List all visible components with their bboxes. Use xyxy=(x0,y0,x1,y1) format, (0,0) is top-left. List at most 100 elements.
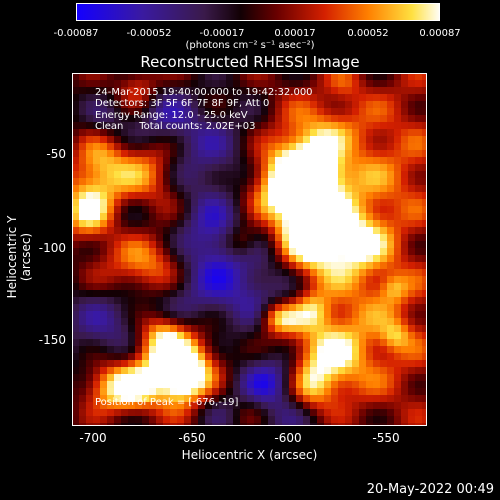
image-pixel xyxy=(345,381,352,388)
image-pixel xyxy=(107,388,114,395)
image-pixel xyxy=(205,248,212,255)
image-pixel xyxy=(394,157,401,164)
image-pixel xyxy=(415,94,422,101)
image-pixel xyxy=(205,304,212,311)
image-pixel xyxy=(163,115,170,122)
image-pixel xyxy=(156,94,163,101)
image-pixel xyxy=(345,374,352,381)
image-pixel xyxy=(142,255,149,262)
image-pixel xyxy=(107,122,114,129)
image-pixel xyxy=(324,108,331,115)
image-pixel xyxy=(415,220,422,227)
image-pixel xyxy=(226,178,233,185)
image-pixel xyxy=(72,325,79,332)
image-pixel xyxy=(156,178,163,185)
image-pixel xyxy=(359,402,366,409)
image-pixel xyxy=(324,339,331,346)
image-pixel xyxy=(156,241,163,248)
image-pixel xyxy=(79,157,86,164)
image-pixel xyxy=(324,241,331,248)
image-pixel xyxy=(408,339,415,346)
image-pixel xyxy=(135,276,142,283)
image-pixel xyxy=(352,318,359,325)
image-pixel xyxy=(240,269,247,276)
image-pixel xyxy=(254,290,261,297)
image-pixel xyxy=(387,360,394,367)
image-pixel xyxy=(191,108,198,115)
image-pixel xyxy=(331,276,338,283)
image-pixel xyxy=(289,255,296,262)
image-pixel xyxy=(247,80,254,87)
image-pixel xyxy=(359,164,366,171)
image-pixel xyxy=(401,297,408,304)
image-pixel xyxy=(303,255,310,262)
image-pixel xyxy=(317,409,324,416)
image-pixel xyxy=(184,255,191,262)
image-pixel xyxy=(310,346,317,353)
image-pixel xyxy=(156,381,163,388)
image-pixel xyxy=(170,304,177,311)
image-pixel xyxy=(268,339,275,346)
image-pixel xyxy=(191,283,198,290)
image-pixel xyxy=(226,199,233,206)
image-pixel xyxy=(240,87,247,94)
image-pixel xyxy=(219,367,226,374)
image-pixel xyxy=(338,339,345,346)
image-pixel xyxy=(352,164,359,171)
image-pixel xyxy=(275,346,282,353)
image-pixel xyxy=(219,241,226,248)
image-pixel xyxy=(177,332,184,339)
image-pixel xyxy=(240,101,247,108)
image-pixel xyxy=(121,318,128,325)
image-pixel xyxy=(310,220,317,227)
image-pixel xyxy=(93,199,100,206)
image-pixel xyxy=(177,150,184,157)
image-pixel xyxy=(359,374,366,381)
image-pixel xyxy=(121,248,128,255)
image-pixel xyxy=(352,409,359,416)
colorbar-tick: -0.00052 xyxy=(126,28,172,39)
image-pixel xyxy=(226,416,233,423)
image-pixel xyxy=(177,94,184,101)
image-pixel xyxy=(324,346,331,353)
image-pixel xyxy=(100,199,107,206)
image-pixel xyxy=(240,80,247,87)
image-pixel xyxy=(170,262,177,269)
image-pixel xyxy=(317,185,324,192)
image-pixel xyxy=(177,227,184,234)
image-pixel xyxy=(352,220,359,227)
image-pixel xyxy=(422,360,427,367)
image-pixel xyxy=(282,213,289,220)
image-pixel xyxy=(233,192,240,199)
image-pixel xyxy=(380,248,387,255)
image-pixel xyxy=(275,199,282,206)
image-pixel xyxy=(184,80,191,87)
image-pixel xyxy=(338,332,345,339)
image-pixel xyxy=(408,150,415,157)
image-pixel xyxy=(422,136,427,143)
image-pixel xyxy=(331,178,338,185)
image-pixel xyxy=(86,402,93,409)
image-pixel xyxy=(149,178,156,185)
image-pixel xyxy=(408,304,415,311)
image-pixel xyxy=(387,241,394,248)
image-pixel xyxy=(114,346,121,353)
image-pixel xyxy=(408,80,415,87)
image-pixel xyxy=(373,206,380,213)
image-pixel xyxy=(303,402,310,409)
image-pixel xyxy=(359,73,366,80)
image-pixel xyxy=(191,241,198,248)
image-pixel xyxy=(261,122,268,129)
image-pixel xyxy=(149,192,156,199)
image-pixel xyxy=(387,129,394,136)
image-pixel xyxy=(135,241,142,248)
image-pixel xyxy=(191,94,198,101)
image-pixel xyxy=(198,73,205,80)
image-pixel xyxy=(254,381,261,388)
image-pixel xyxy=(401,423,408,426)
image-pixel xyxy=(177,122,184,129)
image-pixel xyxy=(422,234,427,241)
image-pixel xyxy=(324,318,331,325)
image-pixel xyxy=(352,367,359,374)
image-pixel xyxy=(254,94,261,101)
